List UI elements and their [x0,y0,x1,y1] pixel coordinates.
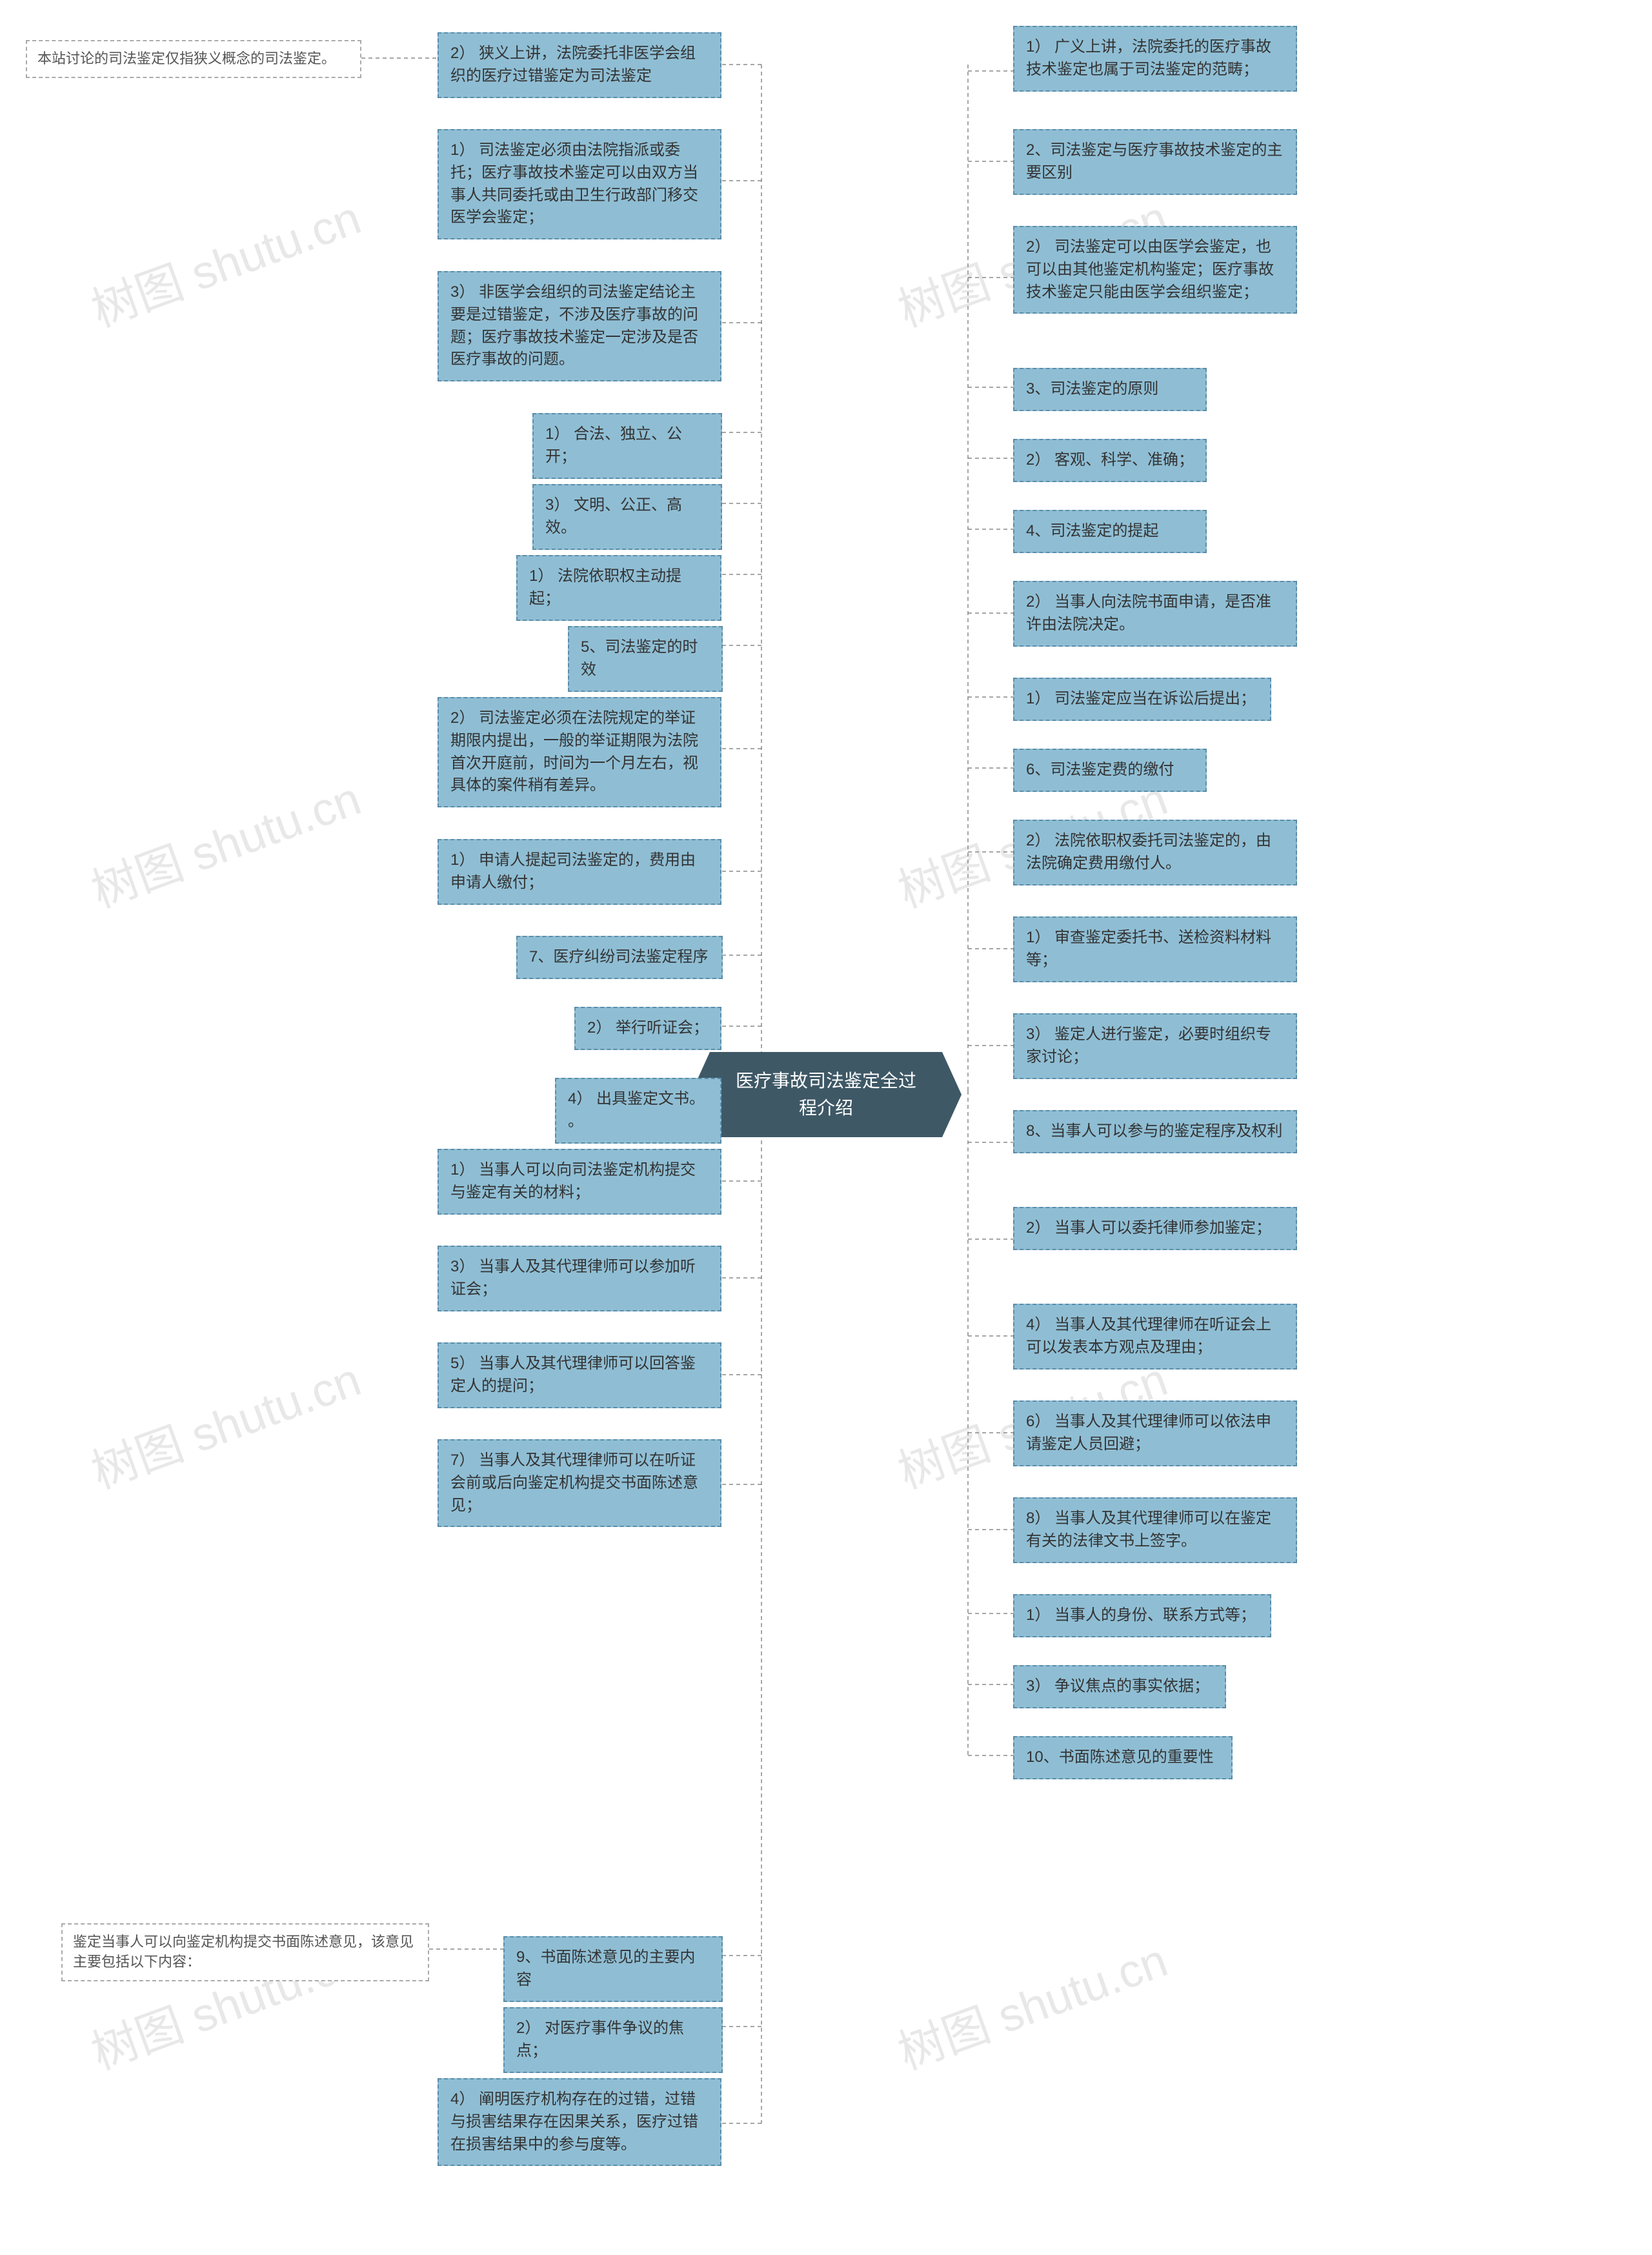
watermark: 树图 shutu.cn [81,180,368,340]
watermark: 树图 shutu.cn [887,1923,1175,2083]
mindmap-right-node: 1） 当事人的身份、联系方式等； [1013,1594,1271,1637]
mindmap-right-node: 1） 广义上讲，法院委托的医疗事故技术鉴定也属于司法鉴定的范畴； [1013,26,1297,92]
mindmap-left-node: 2） 司法鉴定必须在法院规定的举证期限内提出，一般的举证期限为法院首次开庭前，时… [438,697,721,807]
mindmap-right-node: 3、司法鉴定的原则 [1013,368,1207,411]
annotation-note: 本站讨论的司法鉴定仅指狭义概念的司法鉴定。 [26,40,361,78]
mindmap-right-node: 10、书面陈述意见的重要性 [1013,1736,1233,1779]
mindmap-right-node: 6、司法鉴定费的缴付 [1013,749,1207,792]
mindmap-right-node: 1） 司法鉴定应当在诉讼后提出； [1013,678,1271,721]
mindmap-left-node: 3） 非医学会组织的司法鉴定结论主要是过错鉴定，不涉及医疗事故的问题；医疗事故技… [438,271,721,381]
mindmap-left-node: 1） 申请人提起司法鉴定的，费用由申请人缴付； [438,839,721,905]
mindmap-right-node: 2） 法院依职权委托司法鉴定的，由法院确定费用缴付人。 [1013,820,1297,885]
mindmap-right-node: 2） 司法鉴定可以由医学会鉴定，也可以由其他鉴定机构鉴定；医疗事故技术鉴定只能由… [1013,226,1297,314]
mindmap-left-node: 5） 当事人及其代理律师可以回答鉴定人的提问； [438,1342,721,1408]
mindmap-right-node: 6） 当事人及其代理律师可以依法申请鉴定人员回避； [1013,1401,1297,1466]
mindmap-left-node: 1） 合法、独立、公开； [532,413,722,479]
mindmap-left-node: 1） 司法鉴定必须由法院指派或委托；医疗事故技术鉴定可以由双方当事人共同委托或由… [438,129,721,239]
mindmap-right-node: 4） 当事人及其代理律师在听证会上可以发表本方观点及理由； [1013,1304,1297,1370]
mindmap-right-node: 2） 当事人向法院书面申请，是否准许由法院决定。 [1013,581,1297,647]
mindmap-right-node: 3） 争议焦点的事实依据； [1013,1665,1226,1708]
mindmap-left-node: 9、书面陈述意见的主要内容 [503,1936,723,2002]
mindmap-right-node: 3） 鉴定人进行鉴定，必要时组织专家讨论； [1013,1013,1297,1079]
mindmap-right-node: 2） 客观、科学、准确； [1013,439,1207,482]
mindmap-right-node: 2） 当事人可以委托律师参加鉴定； [1013,1207,1297,1250]
watermark: 树图 shutu.cn [81,761,368,921]
mindmap-left-node: 2） 狭义上讲，法院委托非医学会组织的医疗过错鉴定为司法鉴定 [438,32,721,98]
mindmap-right-node: 8、当事人可以参与的鉴定程序及权利 [1013,1110,1297,1153]
mindmap-right-node: 2、司法鉴定与医疗事故技术鉴定的主要区别 [1013,129,1297,195]
center-node: 医疗事故司法鉴定全过程介绍 [710,1052,942,1137]
mindmap-left-node: 3） 当事人及其代理律师可以参加听证会； [438,1246,721,1311]
mindmap-left-node: 1） 法院依职权主动提起； [516,555,721,621]
mindmap-left-node: 7、医疗纠纷司法鉴定程序 [516,936,723,979]
mindmap-left-node: 4） 阐明医疗机构存在的过错，过错与损害结果存在因果关系，医疗过错在损害结果中的… [438,2078,721,2166]
mindmap-left-node: 4） 出具鉴定文书。 。 [555,1078,721,1144]
mindmap-left-node: 2） 举行听证会； [574,1007,721,1050]
annotation-note: 鉴定当事人可以向鉴定机构提交书面陈述意见，该意见主要包括以下内容： [61,1923,429,1981]
mindmap-left-node: 2） 对医疗事件争议的焦点； [503,2007,723,2073]
watermark: 树图 shutu.cn [81,1342,368,1502]
mindmap-right-node: 4、司法鉴定的提起 [1013,510,1207,553]
mindmap-right-node: 1） 审查鉴定委托书、送检资料材料等； [1013,916,1297,982]
mindmap-left-node: 3） 文明、公正、高效。 [532,484,722,550]
mindmap-left-node: 5、司法鉴定的时效 [568,626,723,692]
mindmap-right-node: 8） 当事人及其代理律师可以在鉴定有关的法律文书上签字。 [1013,1497,1297,1563]
mindmap-left-node: 7） 当事人及其代理律师可以在听证会前或后向鉴定机构提交书面陈述意见； [438,1439,721,1527]
mindmap-left-node: 1） 当事人可以向司法鉴定机构提交与鉴定有关的材料； [438,1149,721,1215]
